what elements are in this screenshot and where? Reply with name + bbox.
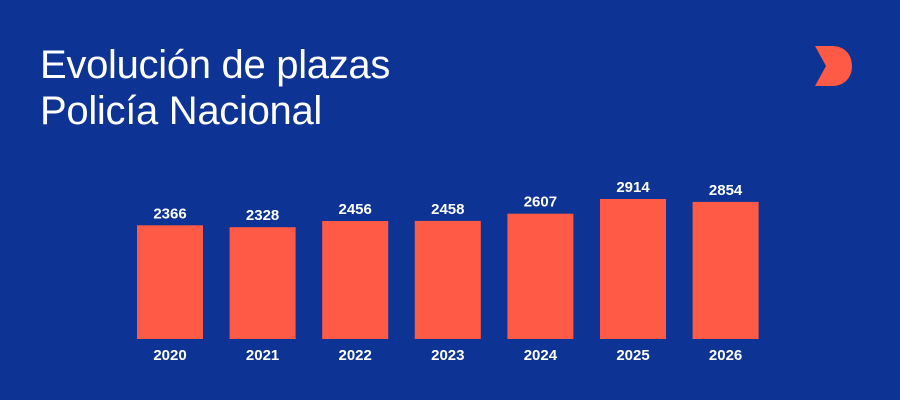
x-tick-label-2020: 2020 (153, 347, 186, 364)
x-tick-label-2022: 2022 (339, 347, 372, 364)
x-tick-label-2021: 2021 (246, 347, 279, 364)
data-label-2020: 2366 (153, 205, 186, 222)
x-tick-label-2026: 2026 (709, 347, 742, 364)
chart-title-line-1: Evolución de plazas (40, 43, 391, 87)
bar-2022 (322, 221, 389, 339)
chart-title: Evolución de plazas Policía Nacional (40, 42, 390, 134)
x-axis-tick-labels: 2020 2021 2022 2023 2024 2025 2026 (153, 347, 742, 364)
bar-2021 (229, 227, 296, 339)
data-label-2021: 2328 (246, 207, 279, 224)
x-tick-label-2024: 2024 (524, 347, 558, 364)
bars-layer (137, 199, 759, 339)
bar-2025 (600, 199, 666, 339)
x-tick-label-2025: 2025 (616, 347, 649, 364)
data-labels-layer: 2366 2328 2456 2458 2607 2914 2854 (153, 179, 743, 224)
x-tick-label-2023: 2023 (431, 347, 464, 364)
bar-2020 (137, 225, 203, 339)
data-label-2025: 2914 (616, 179, 650, 196)
brand-d-logo-shape (815, 46, 852, 86)
data-label-2024: 2607 (524, 194, 557, 211)
bar-2023 (414, 220, 481, 339)
data-label-2022: 2456 (339, 201, 372, 218)
brand-d-logo-icon (815, 46, 852, 86)
data-label-2023: 2458 (431, 201, 464, 218)
data-label-2026: 2854 (709, 182, 743, 199)
chart-title-line-2: Policía Nacional (40, 89, 323, 133)
bar-2024 (507, 213, 574, 339)
bar-2026 (692, 201, 759, 339)
